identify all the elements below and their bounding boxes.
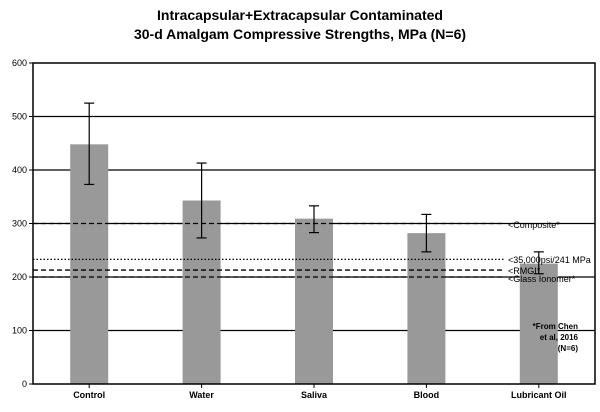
footnote: *From Chen et al, 2016 (N=6) [533, 322, 579, 353]
category-labels: Control Water Saliva Blood Lubricant Oil [73, 384, 567, 400]
reference-label-2: <RMGI* [508, 266, 541, 276]
bar-blood [407, 233, 446, 384]
reference-label-3: <Glass Ionomer* [508, 274, 576, 284]
y-tick-label-100: 100 [12, 326, 27, 336]
category-label-4: Lubricant Oil [511, 390, 567, 400]
reference-lines: <Composite* <35,000psi/241 MPa<RMGI*<Glas… [33, 220, 591, 284]
y-tick-label-300: 300 [12, 219, 27, 229]
category-label-1: Water [189, 390, 214, 400]
category-label-3: Blood [414, 390, 440, 400]
error-bars [84, 102, 544, 275]
y-tick-label-500: 500 [12, 112, 27, 122]
y-tick-label-600: 600 [12, 58, 27, 68]
plot-frame [32, 62, 596, 385]
y-tick-label-400: 400 [12, 165, 27, 175]
y-axis-ticks: 0 100 200 300 400 500 600 [12, 58, 33, 389]
footnote-line-3: (N=6) [558, 344, 579, 353]
footnote-line-1: *From Chen [533, 322, 578, 331]
y-tick-label-200: 200 [12, 272, 27, 282]
bar-lubricant-oil [519, 263, 558, 384]
bar-saliva [295, 218, 333, 384]
y-tick-label-0: 0 [22, 379, 27, 389]
reference-label-0: <Composite* [508, 220, 560, 230]
chart-title-line-2: 30-d Amalgam Compressive Strengths, MPa … [134, 26, 466, 42]
reference-label-1: <35,000psi/241 MPa [508, 255, 591, 265]
bars [70, 144, 558, 384]
footnote-line-2: et al, 2016 [540, 333, 579, 342]
category-label-2: Saliva [301, 390, 328, 400]
category-label-0: Control [73, 390, 105, 400]
chart-title-line-1: Intracapsular+Extracapsular Contaminated [157, 7, 443, 23]
